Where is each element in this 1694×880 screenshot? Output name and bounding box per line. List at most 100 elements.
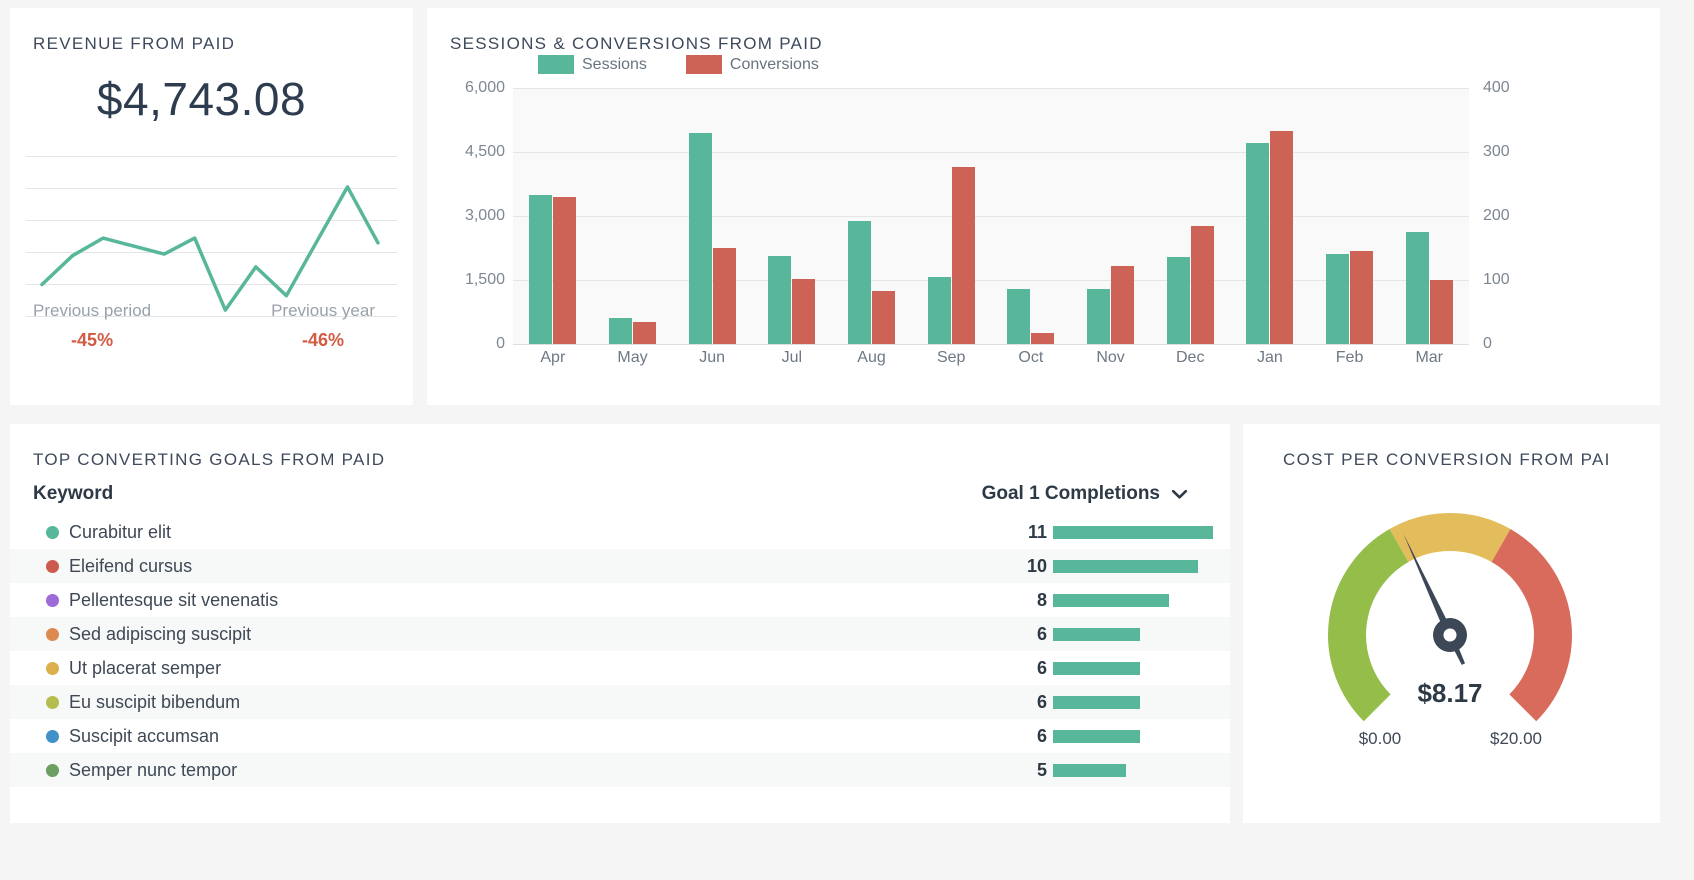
bar-group: [752, 88, 832, 344]
conversions-bar: [712, 248, 736, 344]
keyword-color-dot: [46, 729, 59, 743]
goal-completions-bar: [1053, 593, 1169, 607]
keyword-label: Ut placerat semper: [69, 657, 222, 678]
goal-bar-holder: [1053, 627, 1213, 641]
goal-completions-bar: [1053, 559, 1198, 573]
bar-group: [1230, 88, 1310, 344]
goal-row: Curabitur elit 11: [10, 515, 1230, 549]
keyword-label: Pellentesque sit venenatis: [69, 589, 279, 610]
chevron-down-icon: [1171, 489, 1188, 499]
keyword-column-header: Keyword: [33, 483, 114, 504]
bar-group: [1310, 88, 1390, 344]
keyword-color-dot: [46, 559, 59, 573]
goal-completions-bar: [1053, 661, 1140, 675]
plot-gridline: [513, 280, 1469, 281]
month-label: Mar: [1415, 349, 1443, 366]
right-axis-tick: 300: [1483, 143, 1510, 160]
goal-completions-value: 8: [1036, 589, 1047, 610]
goal-completions-value: 10: [1026, 555, 1047, 576]
bar-group: [513, 88, 593, 344]
plot-gridline: [513, 216, 1469, 217]
previous-year-label: Previous year: [271, 301, 375, 320]
conversions-bar: [1349, 251, 1373, 344]
conversions-bar: [1110, 266, 1134, 344]
gauge-min-label: $0.00: [1359, 729, 1402, 748]
right-axis-tick: 100: [1483, 271, 1510, 288]
gauge-segment: [1491, 529, 1572, 722]
gauge-value-label: $8.17: [1417, 678, 1482, 708]
revenue-value: $4,743.08: [96, 73, 307, 125]
goal-bar-holder: [1053, 559, 1213, 573]
bar-group: [911, 88, 991, 344]
conversions-bar: [553, 197, 577, 344]
goal-bar-holder: [1053, 695, 1213, 709]
month-label: Dec: [1175, 349, 1205, 366]
left-axis-tick: 4,500: [464, 143, 505, 160]
goal-row: Eleifend cursus 10: [10, 549, 1230, 583]
sessions-bar: [927, 277, 951, 344]
sessions-bar: [1405, 232, 1429, 344]
bar-group: [1150, 88, 1230, 344]
goal-completions-bar: [1053, 695, 1140, 709]
goal-completions-value: 6: [1036, 623, 1047, 644]
conversions-bar: [1429, 280, 1453, 344]
legend-swatch: [685, 55, 722, 74]
previous-year-comparison: Previous year -46%: [271, 301, 375, 351]
gauge-max-label: $20.00: [1490, 729, 1542, 748]
needle-blade: [1403, 534, 1454, 637]
sessions-bar: [1246, 143, 1270, 344]
conversions-bar: [632, 322, 656, 344]
metric-selector-dropdown[interactable]: Goal 1 Completions: [982, 483, 1188, 505]
sessions-bar: [1325, 254, 1349, 344]
goal-completions-bar: [1053, 763, 1126, 777]
left-axis-tick: 0: [496, 335, 505, 352]
revenue-card-title: REVENUE FROM PAID: [33, 34, 236, 53]
revenue-card: REVENUE FROM PAID $4,743.08 Previous per…: [10, 8, 413, 405]
keyword-color-dot: [46, 695, 59, 709]
goal-completions-value: 6: [1036, 691, 1047, 712]
sessions-bar: [847, 221, 871, 344]
sessions-conversions-plot: [513, 88, 1469, 345]
goal-row: Eu suscipit bibendum 6: [10, 685, 1230, 719]
goal-row: Ut placerat semper 6: [10, 651, 1230, 685]
bar-group: [593, 88, 673, 344]
goals-table-rows: Curabitur elit 11 Eleifend cursus 10 Pellent…: [10, 515, 1230, 787]
month-label: Aug: [857, 349, 886, 366]
sessions-bar: [1086, 289, 1110, 344]
month-label: Oct: [1018, 349, 1044, 366]
keyword-label: Suscipit accumsan: [69, 725, 220, 746]
goal-completions-bar: [1053, 627, 1140, 641]
sessions-bar: [529, 195, 553, 344]
bar-group: [672, 88, 752, 344]
keyword-color-dot: [46, 661, 59, 675]
goal-completions-bar: [1053, 525, 1213, 539]
right-axis-tick: 400: [1483, 79, 1510, 96]
x-axis-labels: Apr May Jun Jul Aug Sep Oct Nov Dec Jan Feb Mar: [513, 349, 1469, 367]
metric-column-header: Goal 1 Completions: [981, 483, 1160, 504]
cost-per-conversion-gauge: $8.17 $0.00 $20.00: [1280, 510, 1620, 770]
bar-group: [1389, 88, 1469, 344]
right-axis-tick: 200: [1483, 207, 1510, 224]
plot-gridline: [513, 88, 1469, 89]
right-axis-tick: 0: [1483, 335, 1492, 352]
legend-item: Sessions: [538, 55, 647, 74]
left-axis-tick: 3,000: [464, 207, 505, 224]
keyword-label: Eleifend cursus: [69, 555, 193, 576]
revenue-sparkline: [26, 156, 397, 318]
gauge-card-title: COST PER CONVERSION FROM PAI: [1283, 450, 1611, 469]
sessions-bar: [1007, 289, 1031, 344]
revenue-trend-line: [40, 185, 380, 312]
keyword-label: Curabitur elit: [69, 521, 172, 542]
keyword-color-dot: [46, 525, 59, 539]
month-label: May: [617, 349, 648, 366]
goals-table-header: Keyword Goal 1 Completions: [33, 483, 1188, 505]
goal-completions-value: 6: [1036, 657, 1047, 678]
conversions-bar: [1031, 333, 1055, 344]
goal-bar-holder: [1053, 593, 1213, 607]
plot-gridline: [513, 152, 1469, 153]
keyword-label: Eu suscipit bibendum: [69, 691, 241, 712]
sessions-card-title: SESSIONS & CONVERSIONS FROM PAID: [450, 34, 823, 53]
bar-group: [1071, 88, 1151, 344]
month-label: Jun: [699, 349, 726, 366]
